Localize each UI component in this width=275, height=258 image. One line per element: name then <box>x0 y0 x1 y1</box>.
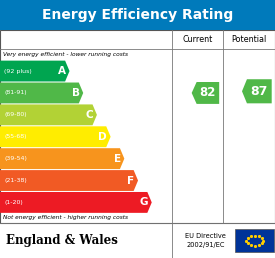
Text: B: B <box>72 88 80 98</box>
Text: Very energy efficient - lower running costs: Very energy efficient - lower running co… <box>3 52 128 57</box>
Polygon shape <box>0 83 83 103</box>
Text: D: D <box>98 132 107 142</box>
Text: (55-68): (55-68) <box>4 134 27 139</box>
Text: F: F <box>127 175 134 186</box>
Polygon shape <box>0 148 124 169</box>
Text: A: A <box>58 66 66 76</box>
Bar <box>235 229 274 252</box>
Text: C: C <box>86 110 94 120</box>
Text: (39-54): (39-54) <box>4 156 27 161</box>
Bar <box>0 0 275 30</box>
Text: England & Wales: England & Wales <box>6 234 117 247</box>
Text: (1-20): (1-20) <box>4 200 23 205</box>
Text: E: E <box>114 154 121 164</box>
Polygon shape <box>192 82 219 104</box>
Text: Energy Efficiency Rating: Energy Efficiency Rating <box>42 8 233 22</box>
Polygon shape <box>0 126 111 147</box>
Polygon shape <box>0 192 152 213</box>
Polygon shape <box>242 79 272 103</box>
Text: (69-80): (69-80) <box>4 112 27 117</box>
Text: Potential: Potential <box>232 35 267 44</box>
Text: Not energy efficient - higher running costs: Not energy efficient - higher running co… <box>3 215 128 220</box>
Text: G: G <box>140 197 148 207</box>
Text: 82: 82 <box>200 86 216 99</box>
Polygon shape <box>0 104 97 125</box>
Text: (92 plus): (92 plus) <box>4 69 32 74</box>
Polygon shape <box>0 61 70 82</box>
Bar <box>0 30 275 223</box>
Text: (81-91): (81-91) <box>4 91 27 95</box>
Text: 87: 87 <box>251 85 268 98</box>
Text: (21-38): (21-38) <box>4 178 27 183</box>
Text: Current: Current <box>183 35 213 44</box>
Polygon shape <box>0 170 138 191</box>
Text: EU Directive
2002/91/EC: EU Directive 2002/91/EC <box>185 233 226 248</box>
